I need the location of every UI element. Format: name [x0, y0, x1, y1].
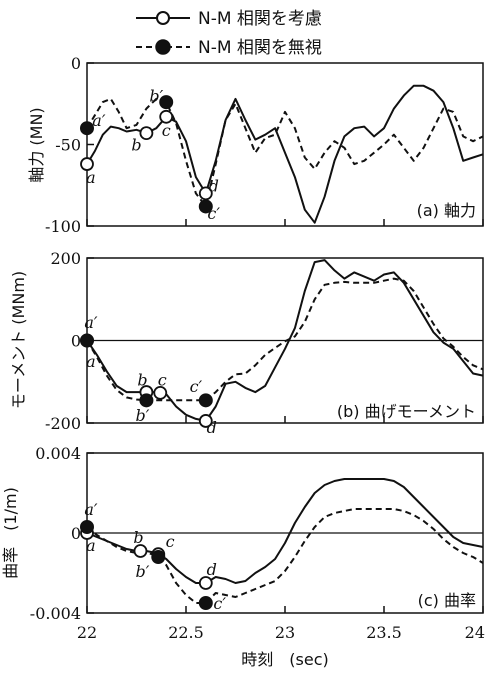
panel-a-label: (a) 軸力 — [417, 201, 476, 220]
panel-a-y-tick-labels: 0 -50 -100 — [45, 54, 81, 236]
x-tick-label: 23.5 — [366, 623, 402, 642]
point-label: a — [86, 536, 96, 555]
x-axis-ticks — [86, 219, 484, 613]
point-label: b — [133, 528, 143, 547]
panel-a-markers — [80, 95, 213, 214]
filled-circle-marker — [198, 199, 213, 214]
panel-c-point-labels: a′ a b c b′ d c′ — [84, 500, 226, 613]
panel-c-label: (c) 曲率 — [418, 591, 476, 610]
panel-bending-moment: 200 0 -200 a′ a b c b′ c′ d モーメント (MNm) (b) 曲げモー… — [9, 249, 484, 437]
point-label: c′ — [213, 594, 226, 613]
panel-c-y-tick-labels: 0.004 0 -0.004 — [30, 444, 81, 623]
filled-circle-marker — [139, 393, 154, 408]
open-circle-marker — [80, 157, 94, 171]
panel-c-y-axis-label: 曲率 (1/m) — [1, 487, 20, 579]
point-label: b′ — [136, 406, 150, 425]
point-label: a — [86, 168, 96, 187]
panel-b-markers — [80, 333, 213, 428]
legend-dashed-sample — [136, 39, 190, 55]
open-circle-marker — [133, 544, 148, 558]
filled-circle-marker — [159, 95, 174, 110]
panel-b-label: (b) 曲げモーメント — [337, 402, 476, 421]
x-tick-label: 22.5 — [168, 623, 204, 642]
y-tick-label: -200 — [45, 414, 81, 433]
y-tick-label: 0 — [71, 54, 81, 73]
legend-dashed-label: N-M 相関を無視 — [198, 38, 322, 58]
point-label: c — [166, 532, 175, 551]
point-label: a′ — [84, 500, 98, 519]
panel-curvature: 0.004 0 -0.004 a′ a b c b′ d c′ 曲率 (1/m) (c) 曲率 — [1, 444, 484, 623]
filled-circle-marker — [198, 596, 213, 610]
y-tick-label: 0 — [71, 332, 81, 351]
open-circle-marker — [198, 576, 213, 590]
y-tick-label: 0.004 — [35, 444, 81, 463]
point-label: d — [207, 418, 217, 437]
open-circle-marker — [198, 414, 213, 428]
legend: N-M 相関を考慮 N-M 相関を無視 — [136, 9, 322, 58]
y-tick-label: -50 — [55, 136, 81, 155]
open-circle-marker — [139, 126, 154, 140]
point-label: d — [207, 560, 217, 579]
filled-circle-marker — [80, 333, 94, 348]
x-axis-label: 時刻 (sec) — [241, 650, 328, 669]
x-axis-tick-labels: 22 22.5 23 23.5 24 — [77, 623, 485, 642]
panel-b-y-tick-labels: 200 0 -200 — [45, 249, 81, 433]
panel-c-markers — [80, 520, 213, 610]
point-label: d — [209, 176, 219, 195]
legend-filled-circle-marker — [155, 39, 171, 55]
point-label: c — [162, 121, 171, 140]
panel-axial-force: 0 -50 -100 a a′ b b′ c d c′ 軸力 (MN) (a) 軸力 — [27, 54, 484, 236]
point-label: b′ — [149, 87, 163, 106]
y-tick-label: 0 — [71, 524, 81, 543]
point-label: b — [131, 136, 141, 155]
point-label: a — [86, 352, 96, 371]
open-circle-marker — [153, 385, 168, 400]
panel-a-y-ticks — [87, 62, 94, 227]
open-circle-marker — [198, 186, 213, 201]
filled-circle-marker — [198, 393, 213, 408]
panel-c-series — [86, 478, 484, 604]
legend-solid-label: N-M 相関を考慮 — [198, 9, 322, 29]
y-tick-label: -100 — [45, 217, 81, 236]
point-label: c′ — [207, 204, 220, 223]
filled-circle-marker — [151, 550, 166, 564]
x-tick-label: 22 — [77, 623, 97, 642]
legend-open-circle-marker — [156, 11, 170, 25]
point-label: b′ — [136, 562, 150, 581]
point-label: b — [137, 371, 147, 390]
filled-circle-marker — [80, 121, 94, 136]
open-circle-marker — [159, 109, 174, 124]
y-tick-label: -0.004 — [30, 604, 81, 623]
panel-a-point-labels: a a′ b b′ c d c′ — [86, 87, 220, 223]
panel-b-y-axis-label: モーメント (MNm) — [9, 271, 28, 409]
filled-circle-marker — [80, 520, 94, 534]
x-tick-label: 23 — [275, 623, 295, 642]
series-line-without-nm-correlation — [86, 508, 484, 604]
point-label: a′ — [84, 313, 98, 332]
x-tick-label: 24 — [465, 623, 485, 642]
panel-a-y-axis-label: 軸力 (MN) — [27, 107, 46, 182]
legend-solid-sample — [136, 11, 190, 25]
series-line-without-nm-correlation — [86, 277, 484, 402]
point-label: c′ — [190, 377, 203, 396]
panel-b-point-labels: a′ a b c b′ c′ d — [84, 313, 216, 437]
point-label: a′ — [92, 111, 106, 130]
point-label: c — [158, 371, 167, 390]
y-tick-label: 200 — [50, 249, 81, 268]
